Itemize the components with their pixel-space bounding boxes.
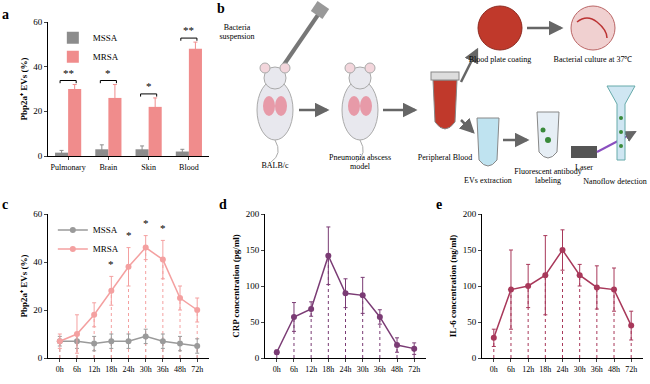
svg-text:MSSA: MSSA <box>93 225 118 235</box>
svg-text:18h: 18h <box>105 365 117 374</box>
svg-text:*: * <box>105 67 111 79</box>
svg-text:Pbp2a⁺ EVs (%): Pbp2a⁺ EVs (%) <box>19 57 29 120</box>
svg-text:72h: 72h <box>408 365 420 374</box>
svg-text:30h: 30h <box>357 365 369 374</box>
svg-text:**: ** <box>63 67 74 79</box>
svg-text:200: 200 <box>463 209 477 219</box>
svg-text:IL-6 concentration (ng/ml): IL-6 concentration (ng/ml) <box>448 235 458 338</box>
svg-text:36h: 36h <box>591 365 603 374</box>
svg-text:20: 20 <box>33 305 43 315</box>
svg-text:suspension: suspension <box>219 32 254 41</box>
svg-text:48h: 48h <box>174 365 186 374</box>
svg-text:48h: 48h <box>608 365 620 374</box>
svg-text:48h: 48h <box>391 365 403 374</box>
svg-text:labeling: labeling <box>535 176 561 185</box>
svg-text:50: 50 <box>250 317 260 327</box>
svg-text:6h: 6h <box>73 365 81 374</box>
svg-text:0h: 0h <box>56 365 64 374</box>
svg-text:MSSA: MSSA <box>93 33 118 43</box>
svg-text:Nanoflow detection: Nanoflow detection <box>583 177 646 186</box>
svg-text:Bacterial culture at 37℃: Bacterial culture at 37℃ <box>554 55 633 64</box>
svg-text:Skin: Skin <box>141 163 156 172</box>
svg-text:MRSA: MRSA <box>93 52 119 62</box>
svg-text:CRP concentration (pg/ml): CRP concentration (pg/ml) <box>231 234 241 338</box>
svg-text:60: 60 <box>33 209 43 219</box>
svg-text:e: e <box>436 197 442 212</box>
svg-text:12h: 12h <box>305 365 317 374</box>
svg-text:150: 150 <box>246 245 260 255</box>
svg-text:BALB/c: BALB/c <box>261 161 289 170</box>
svg-text:50: 50 <box>467 317 477 327</box>
svg-text:24h: 24h <box>557 365 569 374</box>
svg-text:Brain: Brain <box>99 163 117 172</box>
svg-text:Fluorescent antibody: Fluorescent antibody <box>514 167 581 176</box>
svg-text:0h: 0h <box>490 365 498 374</box>
svg-text:0: 0 <box>472 353 477 363</box>
svg-text:0: 0 <box>38 151 43 161</box>
svg-text:24h: 24h <box>123 365 135 374</box>
svg-text:60: 60 <box>33 17 43 27</box>
svg-text:Peripheral Blood: Peripheral Blood <box>418 153 472 162</box>
svg-text:a: a <box>2 7 9 22</box>
svg-text:100: 100 <box>246 281 260 291</box>
svg-text:Pbp2a⁺ EVs (%): Pbp2a⁺ EVs (%) <box>19 254 29 317</box>
svg-text:0h: 0h <box>273 365 281 374</box>
svg-text:6h: 6h <box>290 365 298 374</box>
svg-text:*: * <box>126 229 132 241</box>
svg-text:100: 100 <box>463 281 477 291</box>
svg-text:72h: 72h <box>191 365 203 374</box>
svg-text:d: d <box>219 197 227 212</box>
svg-text:*: * <box>143 217 149 229</box>
svg-text:36h: 36h <box>374 365 386 374</box>
svg-text:*: * <box>160 222 166 234</box>
svg-text:MRSA: MRSA <box>93 244 119 254</box>
svg-text:18h: 18h <box>322 365 334 374</box>
svg-text:12h: 12h <box>522 365 534 374</box>
svg-text:model: model <box>350 162 371 171</box>
svg-text:EVs extraction: EVs extraction <box>464 176 512 185</box>
svg-text:18h: 18h <box>539 365 551 374</box>
svg-text:6h: 6h <box>507 365 515 374</box>
svg-text:*: * <box>146 80 152 92</box>
svg-text:12h: 12h <box>88 365 100 374</box>
svg-text:200: 200 <box>246 209 260 219</box>
svg-text:Bacteria: Bacteria <box>224 23 251 32</box>
svg-text:40: 40 <box>33 62 43 72</box>
svg-text:150: 150 <box>463 245 477 255</box>
svg-text:Pneumonia abscess: Pneumonia abscess <box>329 153 391 162</box>
svg-text:40: 40 <box>33 257 43 267</box>
svg-text:Laser: Laser <box>575 163 593 172</box>
svg-text:Pulmonary: Pulmonary <box>51 163 86 172</box>
svg-text:*: * <box>108 258 114 270</box>
svg-text:36h: 36h <box>157 365 169 374</box>
svg-text:20: 20 <box>33 106 43 116</box>
svg-text:30h: 30h <box>140 365 152 374</box>
svg-text:0: 0 <box>38 353 43 363</box>
svg-text:c: c <box>2 197 8 212</box>
svg-text:b: b <box>217 1 225 16</box>
svg-text:24h: 24h <box>340 365 352 374</box>
svg-text:0: 0 <box>255 353 260 363</box>
svg-text:72h: 72h <box>625 365 637 374</box>
svg-text:Blood: Blood <box>179 163 199 172</box>
svg-text:Blood plate coating: Blood plate coating <box>469 55 532 64</box>
svg-text:**: ** <box>183 24 194 36</box>
svg-text:30h: 30h <box>574 365 586 374</box>
